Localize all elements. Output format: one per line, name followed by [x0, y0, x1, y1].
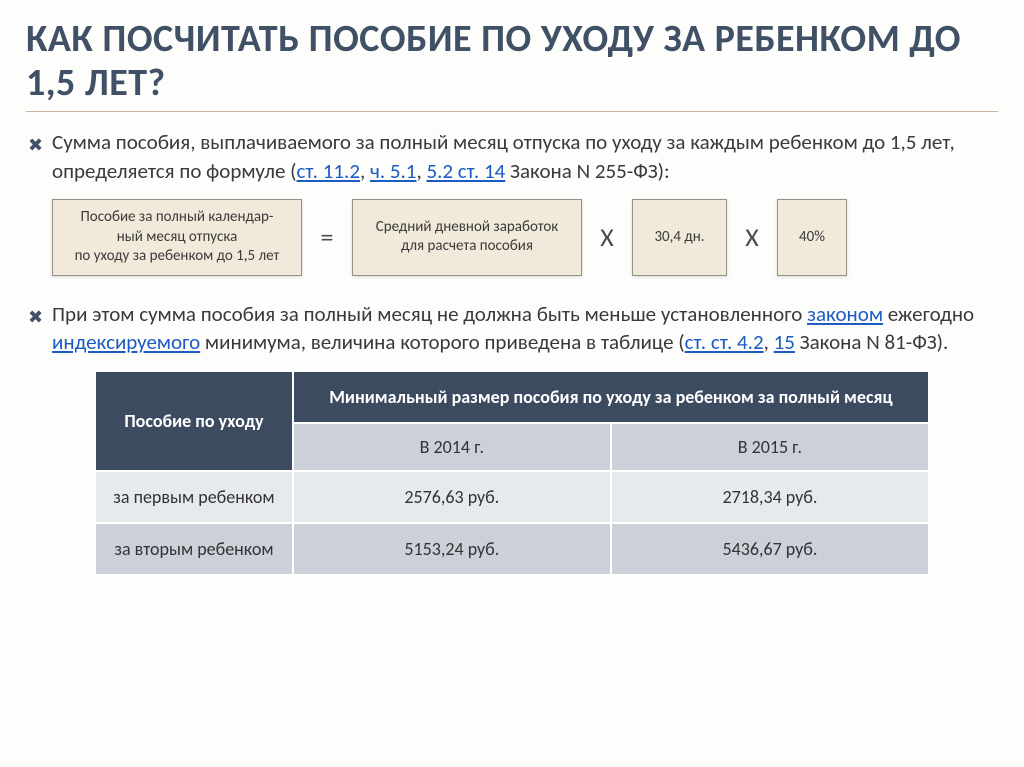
p2-t3: минимума, величина которого приведена в … [200, 329, 684, 355]
page-title: КАК ПОСЧИТАТЬ ПОСОБИЕ ПО УХОДУ ЗА РЕБЕНК… [26, 18, 998, 112]
p2-t4: , [764, 329, 774, 355]
equals-operator: = [316, 199, 338, 276]
bullet-icon: ✖ [28, 133, 43, 157]
cell-value: 2718,34 руб. [611, 471, 929, 523]
formula-box-allowance: Пособие за полный календар- ный месяц от… [52, 199, 302, 276]
p1-text-post: Закона N 255-ФЗ): [505, 158, 669, 184]
table-year-1: В 2014 г. [293, 423, 611, 471]
paragraph-2: ✖ При этом сумма пособия за полный месяц… [26, 300, 998, 357]
link-ch-5-1[interactable]: ч. 5.1 [370, 158, 416, 184]
formula-box-percent: 40% [777, 199, 847, 276]
cell-value: 5436,67 руб. [611, 523, 929, 575]
row-label: за вторым ребенком [95, 523, 293, 575]
table-row: за первым ребенком 2576,63 руб. 2718,34 … [95, 471, 929, 523]
link-indexed[interactable]: индексируемого [52, 329, 200, 355]
link-st-4-2[interactable]: ст. ст. 4.2 [685, 329, 764, 355]
paragraph-1: ✖ Сумма пособия, выплачиваемого за полны… [26, 128, 998, 185]
table-header-left: Пособие по уходу [95, 371, 293, 471]
p1-sep1: , [360, 158, 370, 184]
table-year-2: В 2015 г. [611, 423, 929, 471]
content-list-2: ✖ При этом сумма пособия за полный месяц… [26, 300, 998, 357]
content-list: ✖ Сумма пособия, выплачиваемого за полны… [26, 128, 998, 185]
multiply-operator-1: X [596, 199, 618, 276]
cell-value: 2576,63 руб. [293, 471, 611, 523]
formula-row: Пособие за полный календар- ный месяц от… [52, 199, 998, 276]
link-law[interactable]: законом [807, 301, 883, 327]
link-5-2-st-14[interactable]: 5.2 ст. 14 [426, 158, 505, 184]
link-15[interactable]: 15 [774, 329, 795, 355]
p2-t2: ежегодно [883, 301, 974, 327]
p1-sep2: , [416, 158, 426, 184]
bullet-icon: ✖ [28, 305, 43, 329]
table-row: за вторым ребенком 5153,24 руб. 5436,67 … [95, 523, 929, 575]
formula-box-days: 30,4 дн. [632, 199, 727, 276]
cell-value: 5153,24 руб. [293, 523, 611, 575]
link-st-11-2[interactable]: ст. 11.2 [297, 158, 360, 184]
p2-t1: При этом сумма пособия за полный месяц н… [52, 301, 807, 327]
table-header-right: Минимальный размер пособия по уходу за р… [293, 371, 929, 423]
minimum-allowance-table: Пособие по уходу Минимальный размер посо… [94, 370, 930, 576]
row-label: за первым ребенком [95, 471, 293, 523]
multiply-operator-2: X [741, 199, 763, 276]
formula-box-avg-daily: Средний дневной заработок для расчета по… [352, 199, 582, 276]
p2-t5: Закона N 81-ФЗ). [795, 329, 948, 355]
